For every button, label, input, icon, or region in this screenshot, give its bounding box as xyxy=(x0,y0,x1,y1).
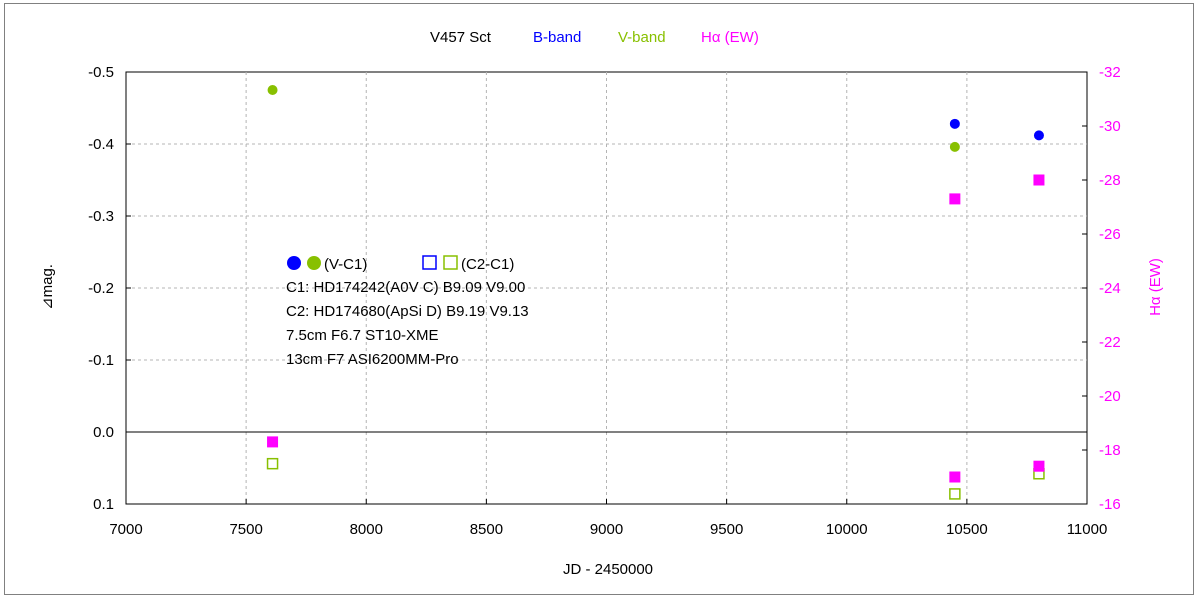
x-axis-ticks: 7000 7500 8000 8500 9000 9500 10000 10500 11000 xyxy=(109,499,1107,538)
y2-tick-label: -24 xyxy=(1099,280,1121,297)
data-marks xyxy=(266,85,1045,500)
y2-tick-label: -26 xyxy=(1099,226,1121,243)
data-point-filled-square xyxy=(267,436,279,448)
y2-axis-ticks: -32 -30 -28 -26 -24 -22 -20 -18 -16 xyxy=(1082,64,1121,513)
y-tick-label: 0.1 xyxy=(93,496,114,513)
data-point-open-square xyxy=(949,488,961,500)
legend-b-square-icon xyxy=(422,255,437,270)
data-point-filled-square xyxy=(949,471,961,483)
legend-v-square-icon xyxy=(443,255,458,270)
chart-title: V457 Sct xyxy=(430,29,492,46)
y2-tick-label: -22 xyxy=(1099,334,1121,351)
y2-axis-label: Hα (EW) xyxy=(1147,258,1164,316)
legend-v-band: V-band xyxy=(618,29,666,46)
data-point-circle xyxy=(267,85,278,95)
legend-b-band: B-band xyxy=(533,29,581,46)
x-tick-label: 8000 xyxy=(350,521,383,538)
data-point-circle xyxy=(1033,130,1044,141)
y2-tick-label: -28 xyxy=(1099,172,1121,189)
y-tick-label: -0.2 xyxy=(88,280,114,297)
data-point-filled-square xyxy=(1033,460,1045,472)
x-tick-label: 7500 xyxy=(229,521,262,538)
data-point-circle xyxy=(949,118,960,129)
y-axis-ticks: -0.5 -0.4 -0.3 -0.2 -0.1 0.0 0.1 xyxy=(88,64,131,513)
y-tick-label: -0.5 xyxy=(88,64,114,81)
y2-tick-label: -32 xyxy=(1099,64,1121,81)
annotation-line-1: C1: HD174242(A0V C) B9.09 V9.00 xyxy=(286,279,525,296)
x-tick-label: 10000 xyxy=(826,521,868,538)
x-tick-label: 8500 xyxy=(470,521,503,538)
legend-b-circle-icon xyxy=(287,256,301,270)
legend-c2c1-label: (C2-C1) xyxy=(461,256,514,273)
y2-tick-label: -30 xyxy=(1099,118,1121,135)
data-point-circle xyxy=(949,141,960,152)
annotation-line-2: C2: HD174680(ApSi D) B9.19 V9.13 xyxy=(286,303,529,320)
y-tick-label: -0.4 xyxy=(88,136,114,153)
y2-tick-label: -20 xyxy=(1099,388,1121,405)
y2-tick-label: -18 xyxy=(1099,442,1121,459)
data-point-open-square xyxy=(266,457,279,470)
data-point-filled-square xyxy=(1033,174,1045,186)
annotation-line-3: 7.5cm F6.7 ST10-XME xyxy=(286,327,439,344)
legend-vc1-label: (V-C1) xyxy=(324,256,367,273)
x-tick-label: 7000 xyxy=(109,521,142,538)
x-tick-label: 10500 xyxy=(946,521,988,538)
y-tick-label: -0.1 xyxy=(88,352,114,369)
x-tick-label: 11000 xyxy=(1067,521,1108,538)
annotation-block: (V-C1) (C2-C1) C1: HD174242(A0V C) B9.09… xyxy=(286,255,529,368)
x-tick-label: 9500 xyxy=(710,521,743,538)
data-point-filled-square xyxy=(949,193,961,205)
legend-v-circle-icon xyxy=(307,256,321,270)
y-tick-label: -0.3 xyxy=(88,208,114,225)
annotation-line-4: 13cm F7 ASI6200MM-Pro xyxy=(286,351,459,368)
y-axis-label: ⊿mag. xyxy=(39,264,56,310)
x-tick-label: 9000 xyxy=(590,521,623,538)
y2-tick-label: -16 xyxy=(1099,496,1121,513)
y-tick-label: 0.0 xyxy=(93,424,114,441)
legend-halpha: Hα (EW) xyxy=(701,29,759,46)
x-axis-label: JD - 2450000 xyxy=(563,561,653,578)
